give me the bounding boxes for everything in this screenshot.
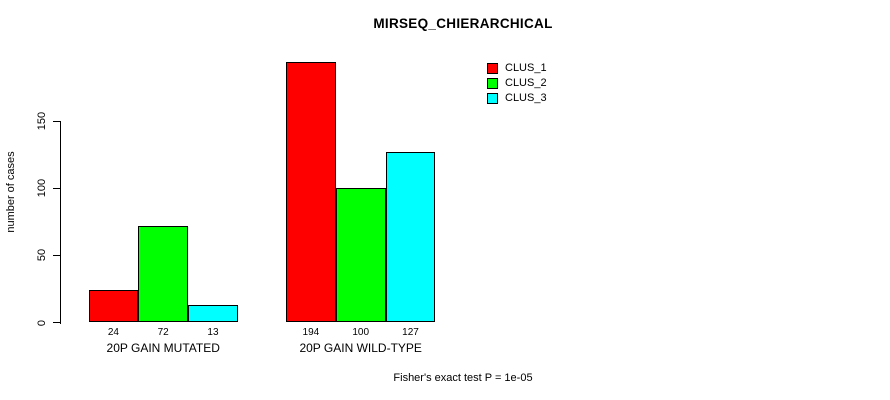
bar-clus_2	[335, 188, 386, 323]
legend-swatch-clus_2	[487, 78, 498, 89]
y-axis-label: number of cases	[5, 151, 17, 233]
y-axis-line	[60, 121, 61, 324]
y-tick-label: 50	[36, 249, 48, 262]
bar-clus_3	[188, 305, 238, 323]
chart-title: MIRSEQ_CHIERARCHICAL	[373, 16, 553, 31]
y-tick-mark	[53, 322, 60, 323]
legend-label: CLUS_3	[505, 92, 547, 104]
legend-swatch-clus_3	[487, 93, 498, 104]
bar-clus_1	[88, 290, 139, 323]
category-label: 20P GAIN WILD-TYPE	[299, 340, 422, 355]
bar-value-label: 13	[207, 326, 219, 338]
bar-clus_1	[286, 61, 336, 323]
bar-value-label: 194	[302, 326, 320, 338]
legend: CLUS_1 CLUS_2 CLUS_3	[487, 61, 547, 106]
legend-row: CLUS_3	[487, 91, 547, 106]
bar-value-label: 127	[402, 326, 419, 338]
bar-value-label: 72	[157, 326, 169, 338]
legend-row: CLUS_2	[487, 76, 547, 91]
bar-clus_3	[385, 151, 436, 323]
y-tick-label: 0	[36, 319, 48, 326]
legend-row: CLUS_1	[487, 61, 547, 76]
legend-label: CLUS_2	[505, 77, 547, 89]
y-tick-mark	[53, 120, 60, 122]
y-tick-label: 150	[36, 111, 48, 131]
fisher-test-annotation: Fisher's exact test P = 1e-05	[393, 372, 533, 384]
legend-swatch-clus_1	[487, 63, 498, 74]
bar-clus_2	[138, 225, 189, 323]
bar-value-label: 24	[107, 326, 119, 338]
y-tick-mark	[53, 187, 60, 189]
category-label: 20P GAIN MUTATED	[106, 340, 220, 355]
bar-value-label: 100	[352, 326, 370, 338]
y-tick-mark	[53, 254, 60, 256]
y-tick-label: 100	[36, 178, 48, 198]
legend-label: CLUS_1	[505, 62, 547, 74]
